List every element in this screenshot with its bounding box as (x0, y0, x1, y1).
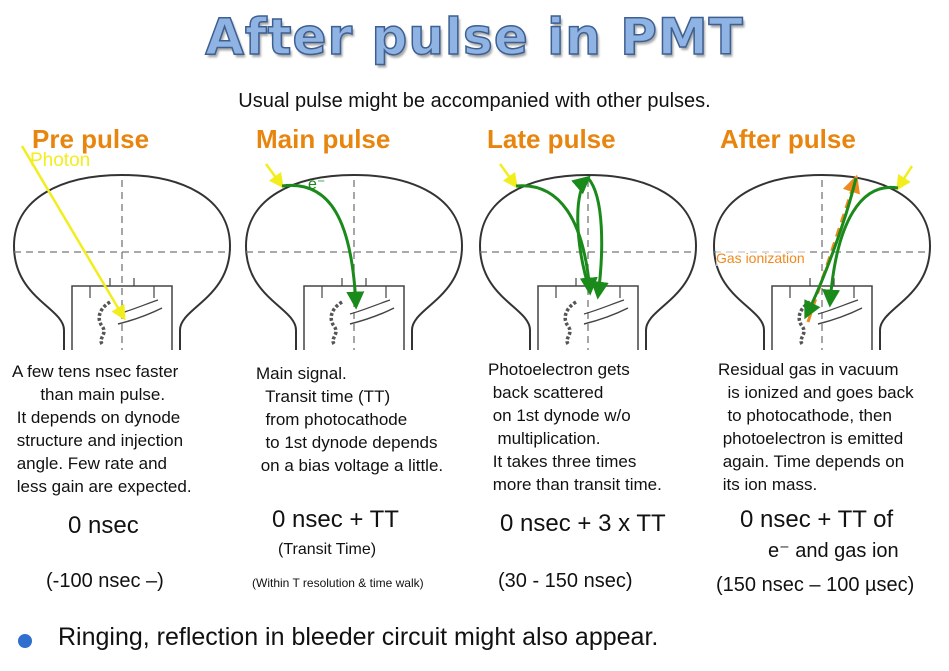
electron-path (515, 184, 598, 296)
photon-arrow (498, 163, 518, 189)
description-pre-pulse: A few tens nsec faster than main pulse. … (12, 362, 192, 496)
tube-late-pulse (478, 163, 698, 352)
range-main-pulse: (Within T resolution & time walk) (252, 576, 424, 590)
range-pre-pulse: (-100 nsec –) (46, 570, 164, 592)
return-path (586, 177, 609, 300)
timing-pre-pulse: 0 nsec (68, 512, 139, 539)
timing-after-pulse: 0 nsec + TT of (740, 506, 894, 533)
heading-main-pulse: Main pulse (256, 124, 391, 154)
photon-arrow (264, 163, 284, 189)
heading-pre-pulse: Pre pulse (32, 124, 150, 154)
electron-path (281, 183, 365, 310)
ion-path (806, 174, 860, 323)
electron-label: e⁻ (308, 176, 326, 193)
description-main-pulse: Main signal. Transit time (TT) from phot… (256, 364, 444, 475)
photon-arrow (896, 165, 914, 191)
tube-main-pulse (244, 163, 464, 352)
range-late-pulse: (30 - 150 nsec) (498, 570, 633, 592)
note-after-pulse: e⁻ and gas ion (768, 540, 899, 562)
subtitle: Usual pulse might be accompanied with ot… (238, 90, 711, 112)
timing-main-pulse: 0 nsec + TT (272, 506, 399, 533)
description-late-pulse: Photoelectron gets back scattered on 1st… (488, 360, 662, 494)
photon-label: Photon (30, 150, 91, 171)
description-after-pulse: Residual gas in vacuum is ionized and go… (718, 360, 914, 494)
heading-after-pulse: After pulse (720, 124, 856, 154)
bullet-icon (18, 634, 32, 648)
note-main-pulse: (Transit Time) (278, 541, 377, 558)
tube-pre-pulse (12, 145, 232, 352)
page-title: After pulse in PMT (204, 7, 744, 67)
pmt-diagrams (12, 145, 932, 352)
photon-arrow (20, 145, 126, 321)
gas-ionization-label: Gas ionization (716, 250, 805, 266)
secondary-electron-path (804, 177, 858, 320)
timing-late-pulse: 0 nsec + 3 x TT (500, 510, 666, 537)
backscatter-path (571, 175, 592, 293)
tube-after-pulse (712, 165, 932, 352)
range-after-pulse: (150 nsec – 100 µsec) (716, 574, 915, 596)
electron-path (822, 185, 899, 308)
bullet-text: Ringing, reflection in bleeder circuit m… (58, 623, 659, 651)
heading-late-pulse: Late pulse (487, 124, 616, 154)
